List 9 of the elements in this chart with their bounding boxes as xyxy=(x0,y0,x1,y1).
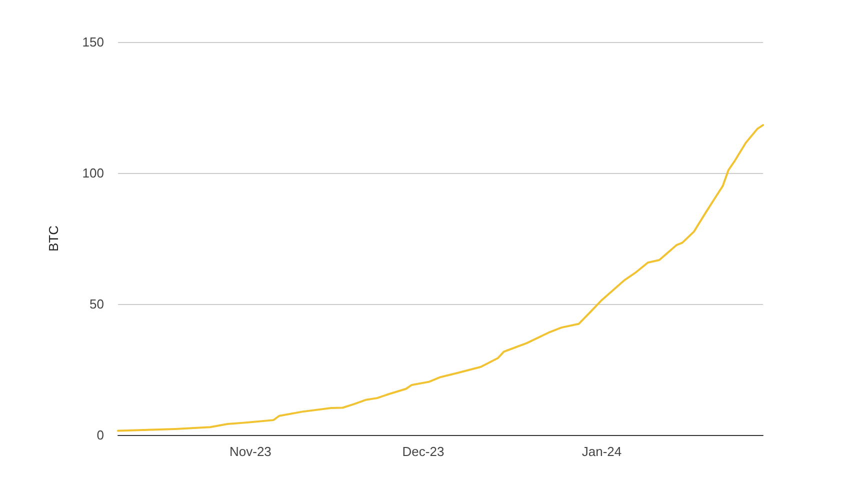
y-tick-label: 50 xyxy=(90,296,104,312)
x-tick-label: Jan-24 xyxy=(582,444,622,459)
line-series xyxy=(117,124,764,432)
y-tick-label: 150 xyxy=(82,34,104,50)
y-tick-label: 0 xyxy=(96,428,104,442)
y-axis-title: BTC xyxy=(46,226,61,252)
y-tick-label: 100 xyxy=(82,166,104,180)
x-tick-label: Dec-23 xyxy=(402,444,444,459)
x-tick-label: Nov-23 xyxy=(229,444,272,459)
